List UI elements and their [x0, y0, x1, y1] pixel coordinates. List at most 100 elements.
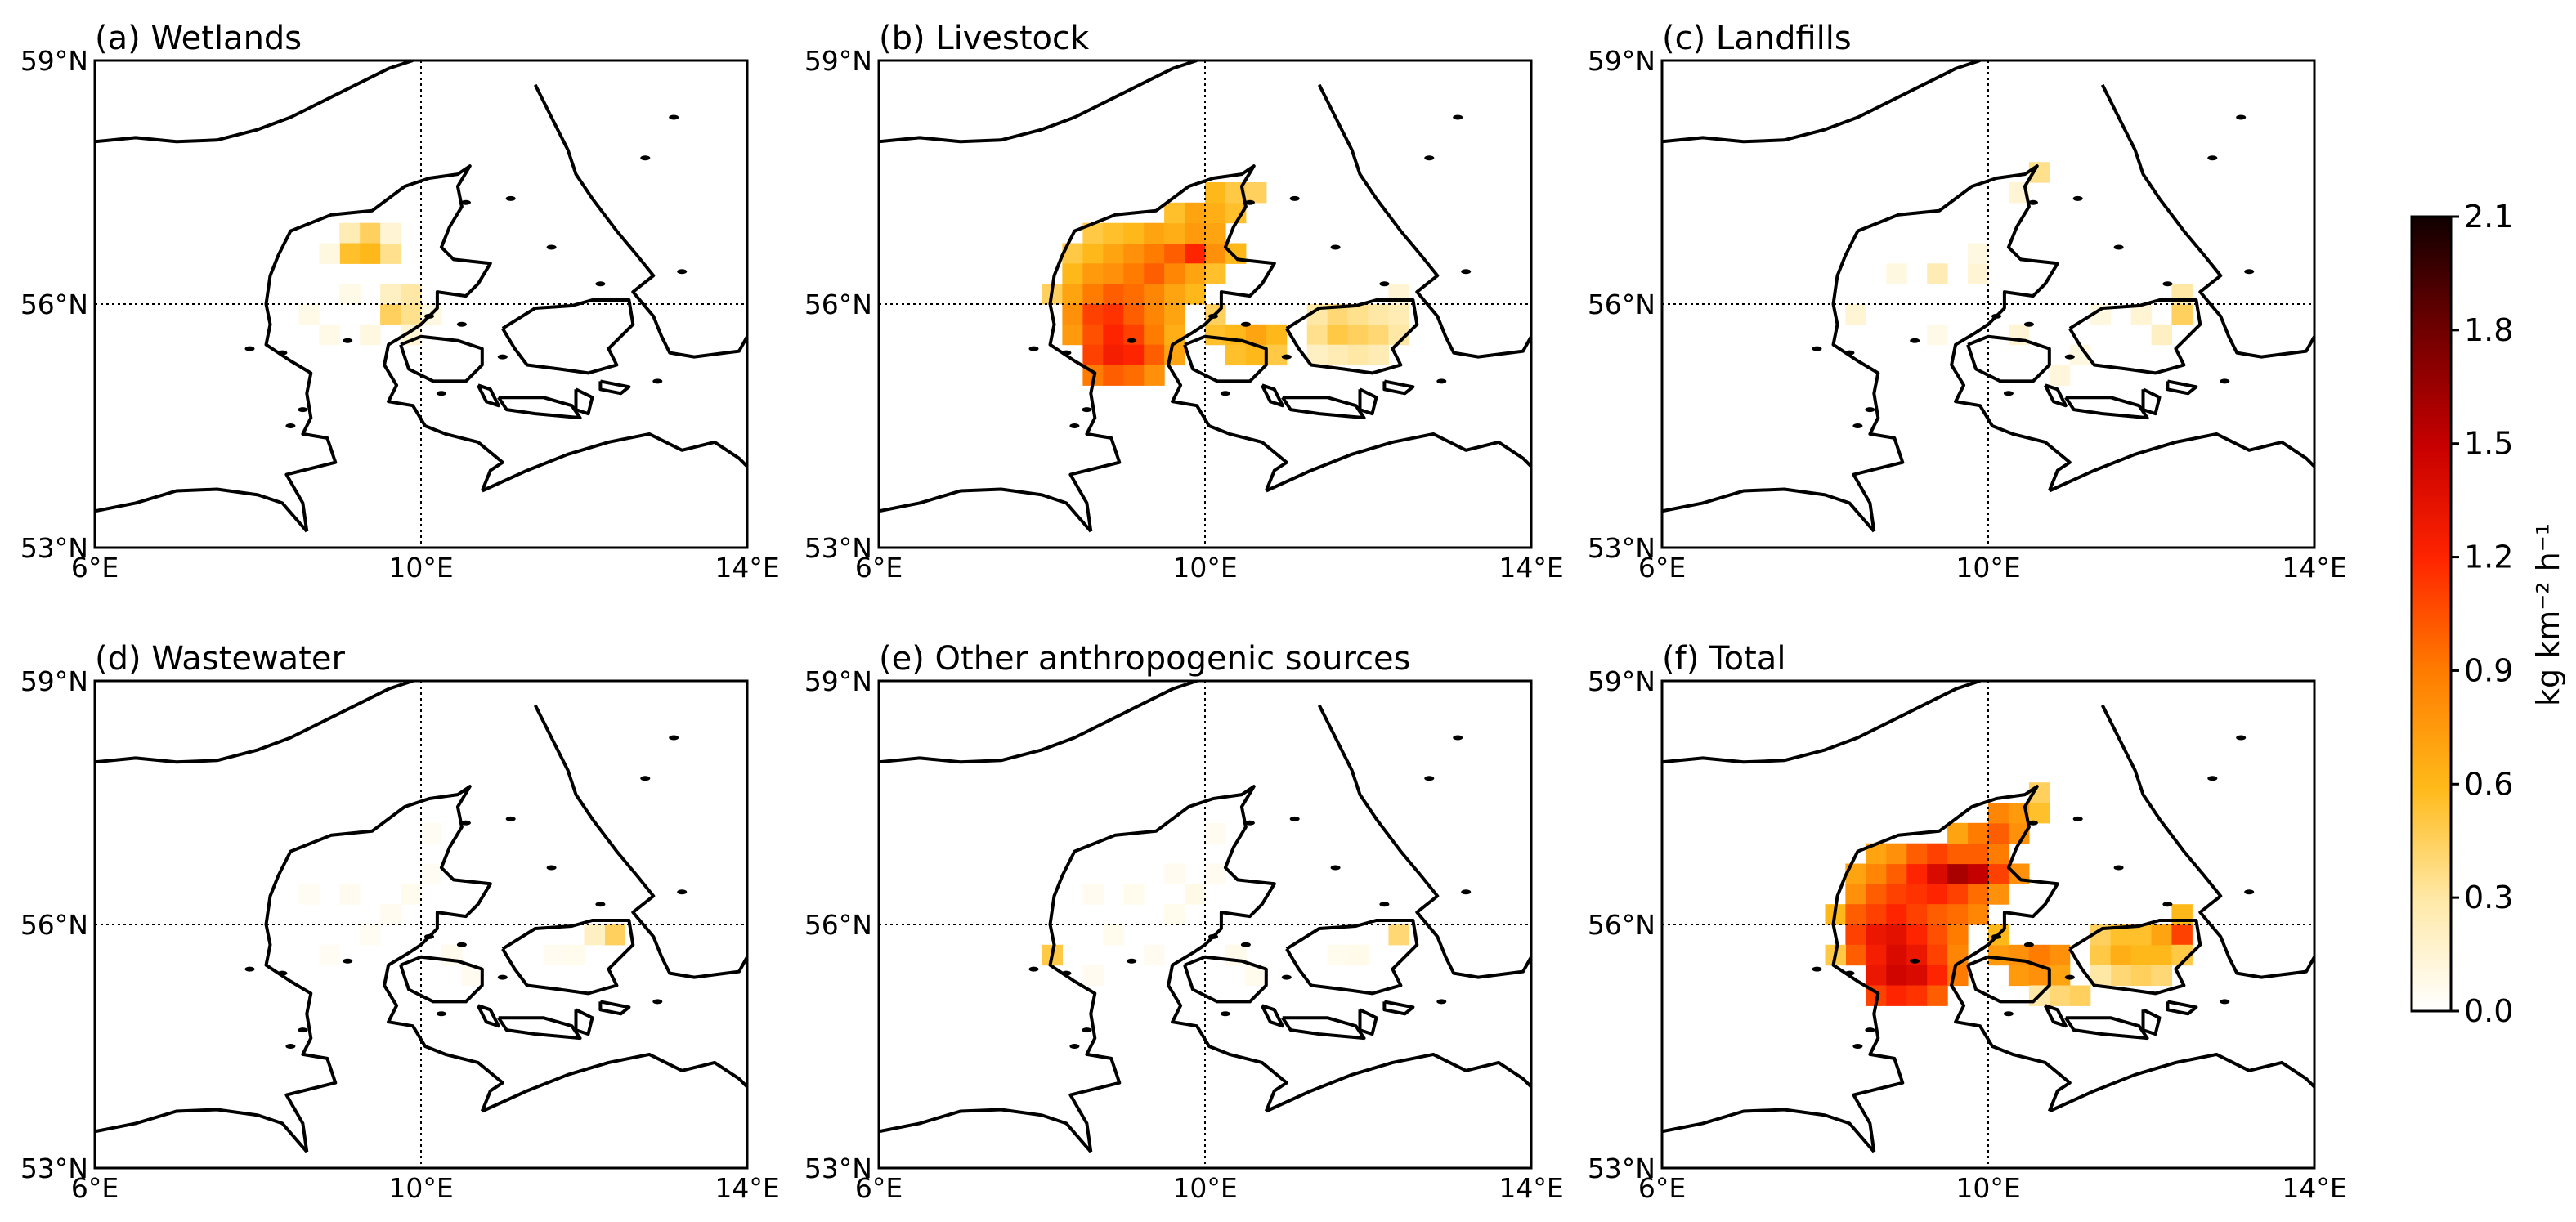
island [1991, 313, 2001, 319]
emission-cell [1368, 324, 1389, 346]
coastline [2044, 383, 2068, 408]
map-panel-a: (a) Wetlands 56°N 53°N 59°N 6°E 10°E 14°E [20, 20, 780, 584]
coastline [533, 83, 747, 359]
emission-cell [1123, 344, 1145, 366]
emission-cell [319, 243, 340, 264]
lon-tick-label: 14°E [1499, 552, 1563, 584]
coastline [598, 1000, 631, 1016]
emission-cell [1144, 263, 1165, 284]
panel-title: (b) Livestock [879, 20, 1090, 57]
coastline [1358, 1008, 1378, 1036]
island [1289, 816, 1300, 821]
lon-tick-label: 10°E [388, 1172, 453, 1204]
emission-cell [1306, 324, 1328, 346]
coastline [481, 1052, 747, 1113]
lat-tick-label: 59°N [1588, 45, 1655, 77]
emission-cell [1144, 944, 1165, 966]
emission-cell [1845, 924, 1866, 946]
colorbar-label: kg km⁻² h⁻¹ [2530, 523, 2566, 706]
island [546, 865, 557, 871]
lon-tick-label: 6°E [1638, 1172, 1686, 1204]
coastline [2064, 1016, 2149, 1041]
emission-cell [1164, 222, 1185, 244]
emission-cell [1123, 304, 1145, 325]
emission-cell [1947, 904, 1969, 925]
coastline [501, 919, 635, 996]
emission-cell [1144, 222, 1165, 244]
island [1461, 269, 1472, 275]
coastline [879, 681, 1198, 764]
island [1220, 1011, 1230, 1017]
emission-cell [1968, 243, 1989, 264]
emission-cell [1886, 263, 1907, 284]
island [1028, 966, 1039, 972]
coastline [1382, 379, 1415, 396]
map-frame [93, 59, 749, 549]
emission-cell [2049, 985, 2071, 1006]
emission-cell [1968, 822, 1989, 844]
emission-cell [1205, 243, 1226, 264]
colorbar-tick-label: 0.9 [2464, 652, 2513, 688]
emission-cell [1164, 202, 1185, 224]
island [2207, 155, 2218, 161]
island [669, 114, 679, 120]
lon-tick-label: 10°E [1956, 552, 2020, 584]
island [1852, 1044, 1863, 1049]
emission-cell [2110, 965, 2132, 987]
island [1061, 350, 1072, 356]
emission-cell [1927, 965, 1948, 987]
island [1812, 966, 1822, 972]
colorbar-tick-label: 0.0 [2464, 993, 2513, 1029]
emission-cell [319, 324, 340, 346]
coastline [1183, 955, 1268, 1004]
emission-cell [1927, 863, 1948, 884]
emission-cell [1968, 843, 1989, 865]
emission-cell [584, 924, 605, 946]
coastline [501, 298, 635, 375]
emission-cell [1927, 843, 1948, 865]
island [424, 933, 434, 939]
map-panel-e: (e) Other anthropogenic sources 56°N 53°N 5… [804, 640, 1564, 1204]
emission-cell [1947, 924, 1969, 946]
emission-cell [1144, 284, 1165, 305]
emission-cell [1927, 924, 1948, 946]
coastline [879, 1108, 1092, 1153]
island [2003, 391, 2014, 396]
coastline [879, 487, 1092, 533]
emission-cell [1185, 284, 1206, 305]
island [652, 999, 663, 1005]
coastline [2068, 298, 2202, 375]
emission-cell [604, 924, 625, 946]
emission-cell [1906, 863, 1928, 884]
panel-title: (e) Other anthropogenic sources [879, 640, 1410, 678]
emission-cell [1927, 904, 1948, 925]
coastline [95, 681, 414, 764]
coastline [1662, 60, 1981, 144]
emission-cell [1906, 843, 1928, 865]
island [595, 281, 606, 287]
emission-cell [1123, 263, 1145, 284]
island [1436, 999, 1447, 1005]
island [298, 407, 308, 413]
island [1461, 889, 1472, 895]
coastline [1281, 1016, 1366, 1041]
emission-cell [2069, 985, 2091, 1006]
emission-cell [1144, 324, 1165, 346]
lon-tick-label: 6°E [71, 1172, 119, 1204]
emission-cell [1266, 324, 1288, 346]
island [1244, 199, 1255, 205]
emission-cell [1927, 884, 1948, 905]
emission-cell [1082, 324, 1104, 346]
coastline [2141, 387, 2162, 416]
island [1852, 423, 1863, 428]
emission-cell [2130, 944, 2153, 966]
island [1127, 958, 1137, 964]
emission-cell [1886, 924, 1907, 946]
island [436, 1011, 446, 1017]
island [1379, 281, 1390, 287]
emission-cell [1886, 884, 1907, 905]
lon-tick-label: 6°E [855, 1172, 903, 1204]
emission-cell [1927, 944, 1948, 966]
emission-cell [1103, 284, 1124, 305]
